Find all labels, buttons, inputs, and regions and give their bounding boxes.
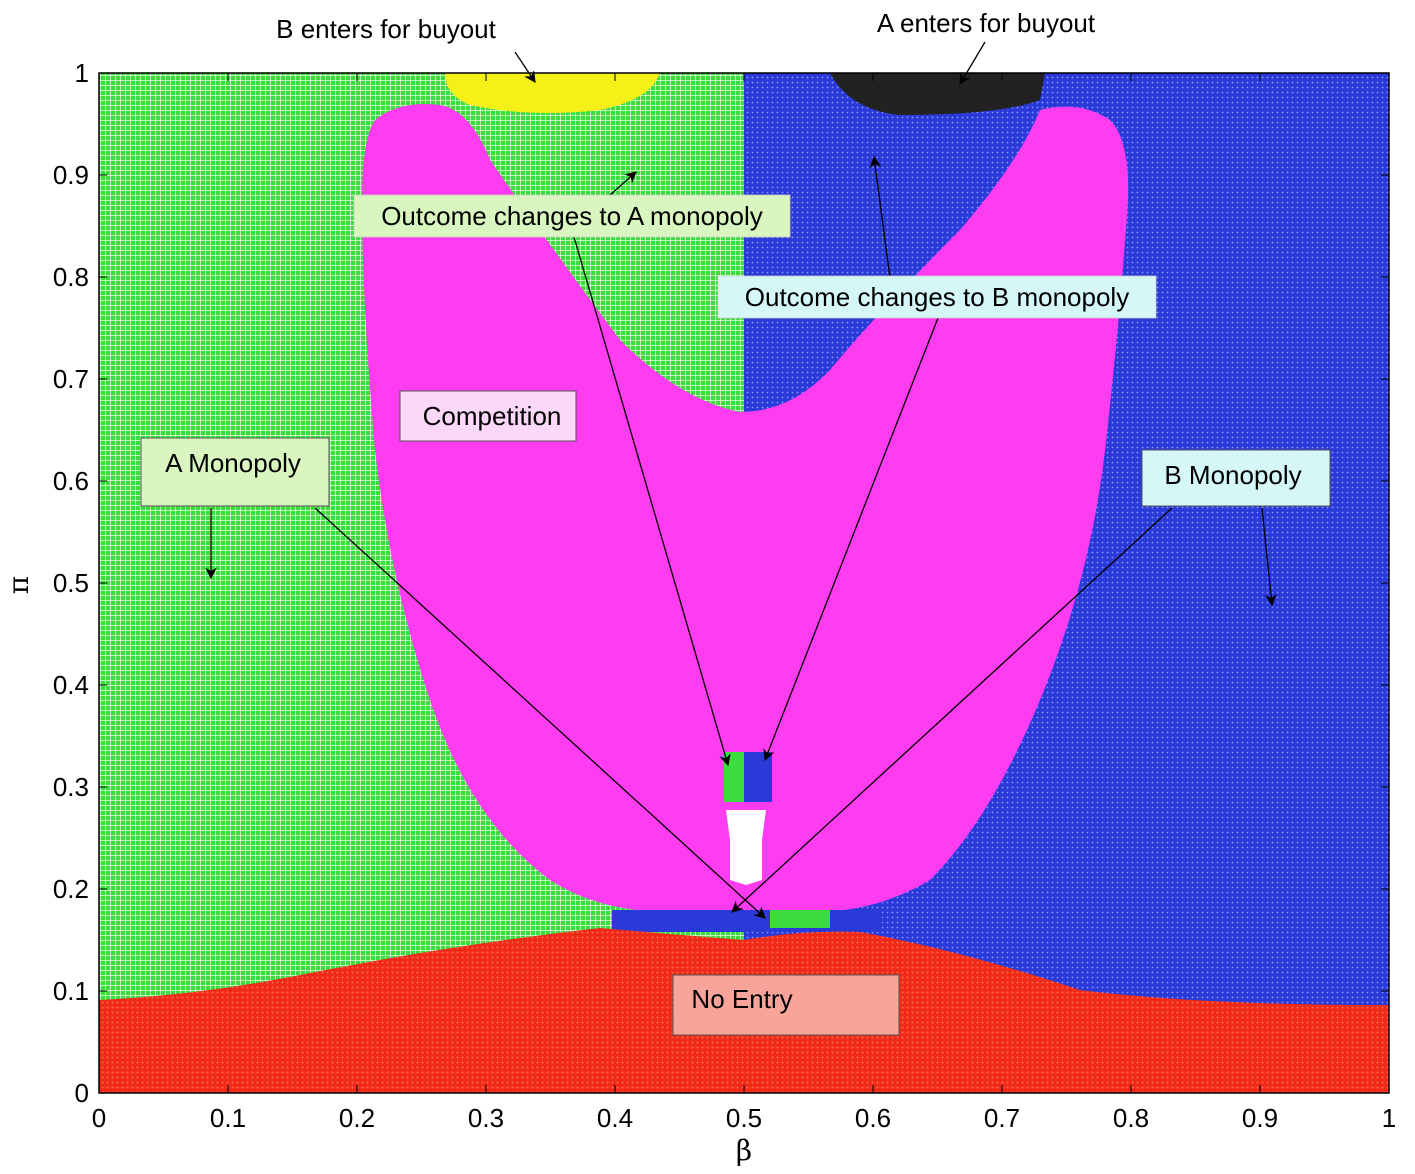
arrow-outcome-a-center	[573, 236, 731, 767]
label-no-entry: No Entry	[691, 984, 792, 1014]
label-a-buyout: A enters for buyout	[877, 8, 1096, 38]
arrow-a-buyout	[959, 41, 986, 86]
x-tick-label: 0.9	[1242, 1103, 1278, 1133]
x-tick-label: 0.6	[855, 1103, 891, 1133]
box-b-monopoly	[1141, 449, 1331, 507]
arrow-b-buyout	[514, 51, 536, 83]
x-tick-label: 0	[92, 1103, 106, 1133]
arrow-outcome-a-top	[609, 171, 637, 196]
annotation-arrows	[205, 41, 1277, 919]
region-a-buyout	[830, 73, 1045, 115]
arrow-b-monopoly-center	[731, 507, 1173, 913]
y-tick-label: 0.1	[53, 976, 89, 1006]
box-outcome-a	[353, 194, 791, 238]
arrow-outcome-b-top	[869, 155, 891, 279]
y-tick-label: 1	[75, 58, 89, 88]
region-b-buyout	[445, 73, 660, 114]
y-tick-label: 0.9	[53, 160, 89, 190]
region-b-monopoly-notch	[742, 752, 772, 802]
x-axis-label: β	[736, 1134, 752, 1167]
label-b-monopoly: B Monopoly	[1164, 460, 1301, 490]
y-tick-label: 0.2	[53, 874, 89, 904]
box-a-monopoly	[140, 437, 330, 507]
x-tick-label: 0.3	[468, 1103, 504, 1133]
y-tick-label: 0.4	[53, 670, 89, 700]
y-tick-label: 0.5	[53, 568, 89, 598]
label-outcome-a: Outcome changes to A monopoly	[381, 201, 763, 231]
label-outcome-b: Outcome changes to B monopoly	[745, 282, 1129, 312]
axis-ticks: 0 0.1 0.2 0.3 0.4 0.5 0.6 0.7 0.8 0.9 1 0 0.1 0.2 0.3 0…	[53, 58, 1396, 1133]
x-tick-label: 0.4	[597, 1103, 633, 1133]
region-mixed-strip-green	[770, 910, 830, 928]
region-unassigned	[726, 810, 766, 885]
label-competition: Competition	[423, 401, 562, 431]
annotations: B enters for buyout A enters for buyout …	[140, 8, 1331, 1036]
arrow-a-monopoly-center	[314, 507, 766, 919]
y-tick-label: 0.8	[53, 262, 89, 292]
arrow-b-monopoly-down	[1261, 507, 1277, 607]
arrow-outcome-b-center	[763, 317, 939, 762]
box-outcome-b	[717, 275, 1157, 319]
label-a-monopoly: A Monopoly	[165, 448, 301, 478]
label-b-buyout: B enters for buyout	[276, 14, 496, 44]
x-tick-label: 0.2	[339, 1103, 375, 1133]
y-tick-label: 0.6	[53, 466, 89, 496]
x-tick-label: 0.7	[984, 1103, 1020, 1133]
y-axis-label: π	[2, 576, 35, 594]
y-tick-label: 0.3	[53, 772, 89, 802]
box-competition	[399, 390, 577, 442]
y-tick-label: 0.7	[53, 364, 89, 394]
box-no-entry	[672, 974, 900, 1036]
y-tick-label: 0	[75, 1078, 89, 1108]
region-mixed-strip	[612, 910, 882, 932]
x-tick-label: 0.1	[210, 1103, 246, 1133]
x-tick-label: 0.5	[726, 1103, 762, 1133]
x-tick-label: 1	[1382, 1103, 1396, 1133]
x-tick-label: 0.8	[1113, 1103, 1149, 1133]
